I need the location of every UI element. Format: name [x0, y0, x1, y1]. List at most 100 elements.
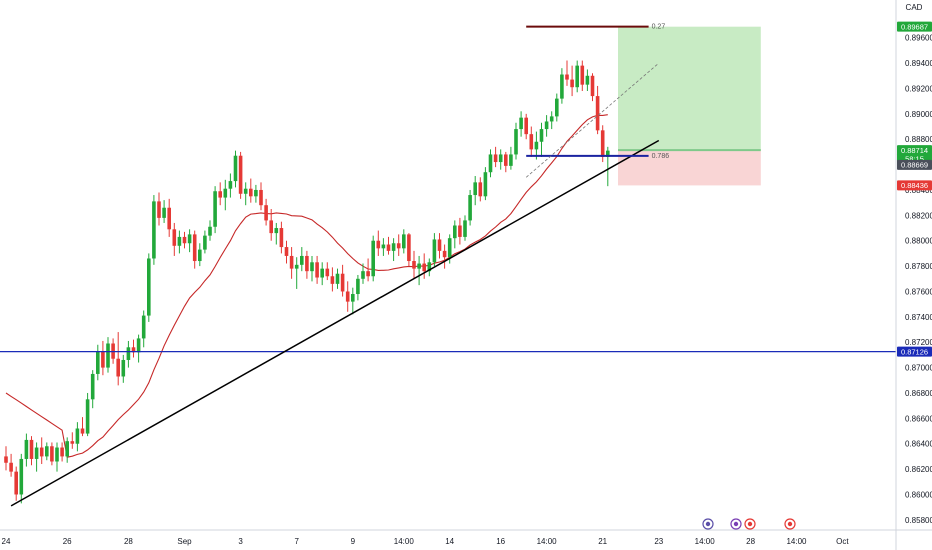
candle-body[interactable] [141, 315, 146, 339]
candle-body[interactable] [549, 116, 554, 122]
candle-body[interactable] [101, 351, 105, 368]
candle-body[interactable] [585, 75, 590, 85]
candle-body[interactable] [254, 189, 258, 197]
candle-body[interactable] [509, 154, 513, 166]
candle-body[interactable] [488, 154, 493, 173]
candle-body[interactable] [55, 447, 59, 462]
candle-body[interactable] [126, 347, 131, 360]
candle-body[interactable] [187, 234, 192, 244]
candle-body[interactable] [447, 238, 452, 258]
candle-body[interactable] [463, 220, 467, 237]
candle-body[interactable] [177, 236, 182, 246]
candle-body[interactable] [361, 271, 365, 279]
candle-body[interactable] [34, 447, 39, 459]
candle-body[interactable] [396, 243, 401, 249]
candle-body[interactable] [106, 343, 110, 368]
candle-body[interactable] [294, 264, 299, 269]
candle-body[interactable] [300, 255, 304, 265]
candle-body[interactable] [442, 250, 447, 258]
candle-body[interactable] [39, 447, 44, 457]
candle-body[interactable] [376, 240, 381, 249]
candle-body[interactable] [498, 154, 503, 163]
candle-body[interactable] [340, 273, 345, 292]
candle-body[interactable] [458, 225, 462, 237]
candle-body[interactable] [590, 75, 595, 97]
candle-body[interactable] [259, 189, 263, 206]
candle-body[interactable] [172, 229, 177, 246]
candle-body[interactable] [371, 240, 375, 277]
candle-body[interactable] [600, 130, 605, 157]
candle-body[interactable] [198, 249, 202, 262]
candle-body[interactable] [152, 201, 156, 259]
candle-body[interactable] [493, 154, 498, 163]
candle-body[interactable] [45, 446, 49, 457]
candle-body[interactable] [402, 234, 406, 249]
candle-body[interactable] [289, 255, 294, 269]
candle-body[interactable] [356, 278, 360, 295]
candle-body[interactable] [473, 182, 477, 196]
candle-body[interactable] [60, 447, 64, 457]
candle-body[interactable] [422, 263, 426, 272]
candle-body[interactable] [412, 261, 416, 269]
candle-body[interactable] [514, 129, 518, 155]
candle-body[interactable] [305, 255, 309, 272]
candle-body[interactable] [96, 351, 100, 374]
candle-body[interactable] [213, 191, 217, 227]
candle-body[interactable] [9, 462, 13, 472]
candle-body[interactable] [167, 207, 171, 230]
candle-body[interactable] [157, 201, 161, 218]
candle-body[interactable] [315, 262, 319, 278]
candle-body[interactable] [524, 117, 528, 135]
candle-body[interactable] [453, 225, 457, 239]
candle-body[interactable] [228, 181, 233, 189]
candle-body[interactable] [238, 155, 243, 194]
candle-body[interactable] [136, 338, 141, 353]
candle-body[interactable] [208, 226, 212, 236]
candle-body[interactable] [50, 446, 54, 462]
trend-line[interactable] [10, 139, 660, 507]
candle-body[interactable] [432, 239, 437, 263]
candle-body[interactable] [606, 150, 610, 157]
candle-body[interactable] [85, 399, 90, 434]
candle-body[interactable] [264, 205, 268, 221]
candle-body[interactable] [330, 276, 335, 284]
candle-body[interactable] [529, 134, 534, 150]
candle-body[interactable] [320, 268, 324, 278]
candle-body[interactable] [218, 191, 222, 198]
candle-body[interactable] [366, 271, 370, 277]
candle-body[interactable] [570, 79, 574, 88]
candle-body[interactable] [4, 456, 8, 463]
candle-body[interactable] [70, 441, 75, 444]
candle-body[interactable] [223, 188, 228, 198]
candle-body[interactable] [437, 239, 442, 251]
candle-body[interactable] [580, 65, 585, 85]
moving-average-line[interactable] [5, 114, 608, 458]
candle-body[interactable] [24, 439, 29, 459]
candle-body[interactable] [427, 262, 432, 272]
candle-body[interactable] [417, 263, 421, 269]
candle-body[interactable] [478, 182, 483, 197]
candle-body[interactable] [575, 65, 579, 88]
candle-body[interactable] [391, 243, 396, 251]
candle-body[interactable] [274, 228, 279, 234]
candle-body[interactable] [504, 154, 508, 166]
candle-body[interactable] [203, 235, 207, 250]
candle-body[interactable] [595, 96, 600, 131]
candle-body[interactable] [284, 247, 289, 256]
candle-body[interactable] [544, 121, 549, 130]
candle-body[interactable] [310, 262, 314, 272]
candle-body[interactable] [75, 428, 80, 444]
candle-body[interactable] [519, 117, 523, 130]
candle-body[interactable] [539, 129, 544, 142]
candle-body[interactable] [65, 441, 69, 457]
candle-body[interactable] [560, 74, 564, 99]
candle-body[interactable] [121, 359, 126, 377]
candle-body[interactable] [468, 195, 472, 221]
candle-body[interactable] [243, 188, 248, 194]
candle-body[interactable] [534, 141, 539, 150]
candle-body[interactable] [345, 291, 350, 302]
candle-body[interactable] [381, 244, 386, 249]
candle-body[interactable] [565, 74, 569, 80]
candle-body[interactable] [269, 220, 273, 234]
